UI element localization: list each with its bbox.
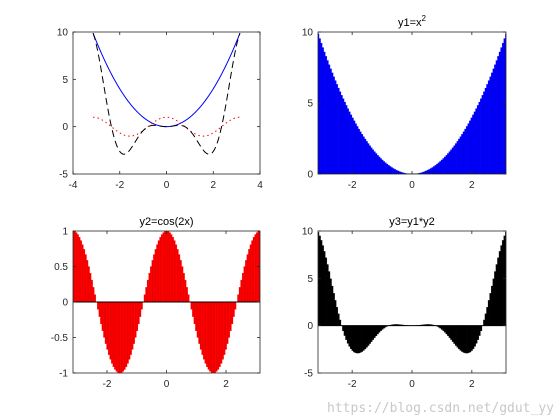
subplot-title: y2=cos(2x) — [139, 216, 193, 228]
y-tick-label: -0.5 — [51, 333, 69, 344]
x-tick-label: 2 — [223, 379, 229, 390]
y-tick-label: 1 — [62, 227, 68, 238]
y-tick-label: 0 — [62, 298, 68, 309]
x-tick-label: 0 — [409, 379, 415, 390]
y-tick-label: 0.5 — [54, 262, 68, 273]
y-tick-label: 10 — [57, 28, 69, 39]
x-tick-label: -2 — [103, 379, 112, 390]
x-tick-label: 4 — [257, 180, 263, 191]
plot-area — [92, 33, 241, 155]
y-tick-label: 0 — [62, 122, 68, 133]
watermark: https://blog.csdn.net/gdut_yy — [327, 401, 554, 416]
subplot-title: y1=x2 — [398, 14, 427, 29]
axes-box — [317, 230, 507, 374]
x-tick-label: -2 — [115, 180, 124, 191]
subplot-4: -2 0 2 -5 0 5 10 y3=y1*y2 — [302, 216, 507, 390]
subplot-1: -4 -2 0 2 4 -5 0 5 10 — [57, 28, 263, 192]
subplot-2: -2 0 2 0 5 10 y1=x2 — [302, 14, 507, 191]
series-line-2 — [93, 116, 240, 137]
y-tick-label: 5 — [307, 274, 313, 285]
y-tick-label: -1 — [59, 369, 68, 380]
y-tick-label: 10 — [302, 227, 314, 238]
title-superscript: 2 — [422, 14, 427, 23]
x-tick-label: 2 — [469, 379, 475, 390]
plot-area — [318, 33, 506, 174]
y-tick-label: -5 — [304, 369, 313, 380]
x-tick-label: 0 — [409, 180, 415, 191]
x-tick-label: 2 — [210, 180, 216, 191]
x-tick-label: -2 — [348, 180, 357, 191]
series-line-3 — [92, 33, 241, 155]
y-tick-label: 10 — [302, 28, 314, 39]
subplot-3: -2 0 2 -1 -0.5 0 0.5 1 y2=cos(2x) — [51, 216, 261, 390]
y-tick-label: 0 — [307, 321, 313, 332]
y-tick-label: -5 — [59, 170, 68, 181]
y-tick-label: 0 — [307, 170, 313, 181]
plot-area — [73, 231, 260, 373]
x-tick-label: -4 — [69, 180, 78, 191]
y-tick-label: 5 — [307, 99, 313, 110]
x-tick-label: 0 — [164, 180, 170, 191]
subplot-title: y3=y1*y2 — [389, 216, 435, 228]
series-line-1 — [92, 33, 241, 128]
plot-area — [318, 232, 506, 354]
x-tick-label: 0 — [164, 379, 170, 390]
x-tick-label: -2 — [348, 379, 357, 390]
y-tick-label: 5 — [62, 75, 68, 86]
x-tick-label: 2 — [469, 180, 475, 191]
